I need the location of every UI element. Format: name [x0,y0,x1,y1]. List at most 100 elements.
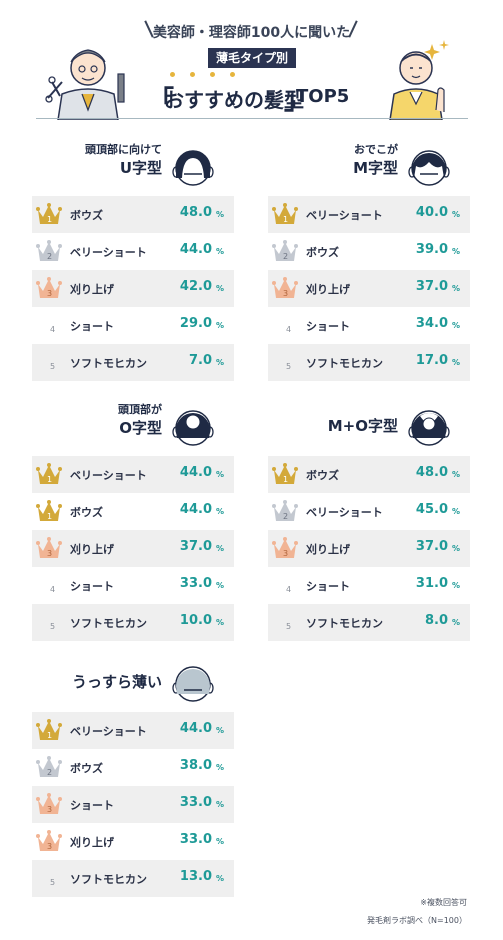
percentage-value: 44.0 [179,465,212,480]
hairstyle-label: ソフトモヒカン [70,357,147,370]
percent-unit: % [451,321,460,330]
panel-title-line1: 頭頂部が [118,403,162,416]
footnote-source: 発毛剤ラボ調べ（N=100） [367,916,467,925]
hairstyle-label: ベリーショート [70,246,147,259]
percentage-value: 31.0 [415,576,448,591]
panel-title-line1: おでこが [354,143,398,156]
gold-crown-icon: 1 [36,718,62,742]
emphasis-dot [210,72,215,77]
rank-number: 2 [283,252,289,261]
percentage-value: 7.0 [188,353,212,368]
hairstyle-label: ベリーショート [70,469,147,482]
hairstyle-label: ベリーショート [306,506,383,519]
rank-marker: 4 [272,573,298,597]
hairstyle-label: ソフトモヒカン [306,357,383,370]
gold-crown-icon: 1 [36,202,62,226]
hairstyle-label: ソフトモヒカン [70,617,147,630]
client-illustration-icon [389,40,449,120]
hairstyle-label: ショート [306,320,350,333]
panel-title-line2: U字型 [119,159,162,177]
panel-title: M+O字型 [268,416,398,466]
percentage-value: 34.0 [415,316,448,331]
rank-marker: 5 [272,610,298,634]
percentage-value: 33.0 [179,795,212,810]
bronze-crown-icon: 3 [36,792,62,816]
rank-number: 3 [283,549,289,558]
ranking-row: 1 ボウズ 44.0% [32,493,234,530]
rank-number: 1 [47,215,53,224]
rank-number: 5 [50,622,56,631]
percentage-value: 48.0 [415,465,448,480]
panel-title-line1: 頭頂部に向けて [85,143,162,156]
rank-number: 2 [47,252,53,261]
percent-unit: % [451,507,460,516]
panel-title: 頭頂部に向けて U字型 [32,142,162,192]
ranking-row: 2 ベリーショート 44.0% [32,233,234,270]
rank-number: 1 [47,475,53,484]
bronze-crown-icon: 3 [272,276,298,300]
percentage-value: 44.0 [179,721,212,736]
percent-unit: % [451,544,460,553]
hairstyle-label: 刈り上げ [70,543,114,556]
percentage-value: 39.0 [415,242,448,257]
gold-crown-icon: 1 [36,462,62,486]
title-suffix: TOP5 [296,86,350,107]
ranking-row: 4 ショート 29.0% [32,307,234,344]
title-bracket-close: 」 [284,86,311,116]
rank-number: 5 [50,362,56,371]
percent-unit: % [215,800,224,809]
rank-number: 3 [283,289,289,298]
percent-unit: % [451,284,460,293]
ranking-row: 5 ソフトモヒカン 10.0% [32,604,234,641]
panel-title-line2: M+O字型 [327,417,398,435]
silver-crown-icon: 2 [272,239,298,263]
hairstyle-label: ボウズ [70,506,103,519]
title-badge: 薄毛タイプ別 [208,48,296,68]
rank-marker: 4 [272,313,298,337]
emphasis-dot [190,72,195,77]
percentage-value: 10.0 [179,613,212,628]
ranking-row: 5 ソフトモヒカン 13.0% [32,860,234,897]
ranking-row: 2 ボウズ 38.0% [32,749,234,786]
rank-marker: 5 [36,610,62,634]
head-u-type-icon [170,144,216,194]
head-m-type-icon [406,144,452,194]
rank-number: 3 [47,289,53,298]
ranking-panel: うっすら薄い 1 ベリーショート 44.0% 2 ボウズ 38.0% 3 ショート 33.0% 3 刈… [32,658,234,897]
percent-unit: % [215,358,224,367]
rank-number: 3 [47,805,53,814]
hairstyle-label: ショート [70,580,114,593]
percentage-value: 13.0 [179,869,212,884]
percent-unit: % [215,507,224,516]
bronze-crown-icon: 3 [36,536,62,560]
rank-number: 4 [286,325,292,334]
percent-unit: % [451,618,460,627]
ranking-row: 3 刈り上げ 42.0% [32,270,234,307]
ranking-row: 3 ショート 33.0% [32,786,234,823]
ranking-row: 3 刈り上げ 37.0% [268,270,470,307]
ranking-panel: おでこが M字型 1 ベリーショート 40.0% 2 ボウズ 39.0% 3 刈り上げ 37.0% 4… [268,142,470,381]
hairstyle-label: ソフトモヒカン [70,873,147,886]
panel-title-line2: M字型 [353,159,398,177]
rank-number: 5 [286,362,292,371]
panel-title: うっすら薄い [32,672,162,722]
head-mo-type-icon [406,404,452,454]
ranking-row: 5 ソフトモヒカン 8.0% [268,604,470,641]
bronze-crown-icon: 3 [272,536,298,560]
percent-unit: % [215,618,224,627]
percent-unit: % [215,470,224,479]
rank-number: 5 [50,878,56,887]
percent-unit: % [215,247,224,256]
ranking-row: 1 ベリーショート 40.0% [268,196,470,233]
subtitle: 美容師・理容師100人に聞いた [152,25,351,41]
percent-unit: % [451,247,460,256]
percentage-value: 33.0 [179,576,212,591]
gold-crown-icon: 1 [36,499,62,523]
hairstyle-label: 刈り上げ [306,283,350,296]
emphasis-dot [230,72,235,77]
percent-unit: % [215,874,224,883]
ranking-panel: M+O字型 1 ボウズ 48.0% 2 ベリーショート 45.0% 3 刈り上げ 37.0% 4 ショ… [268,402,470,641]
ranking-row: 3 刈り上げ 37.0% [268,530,470,567]
hairstyle-label: ボウズ [70,209,103,222]
percent-unit: % [215,726,224,735]
